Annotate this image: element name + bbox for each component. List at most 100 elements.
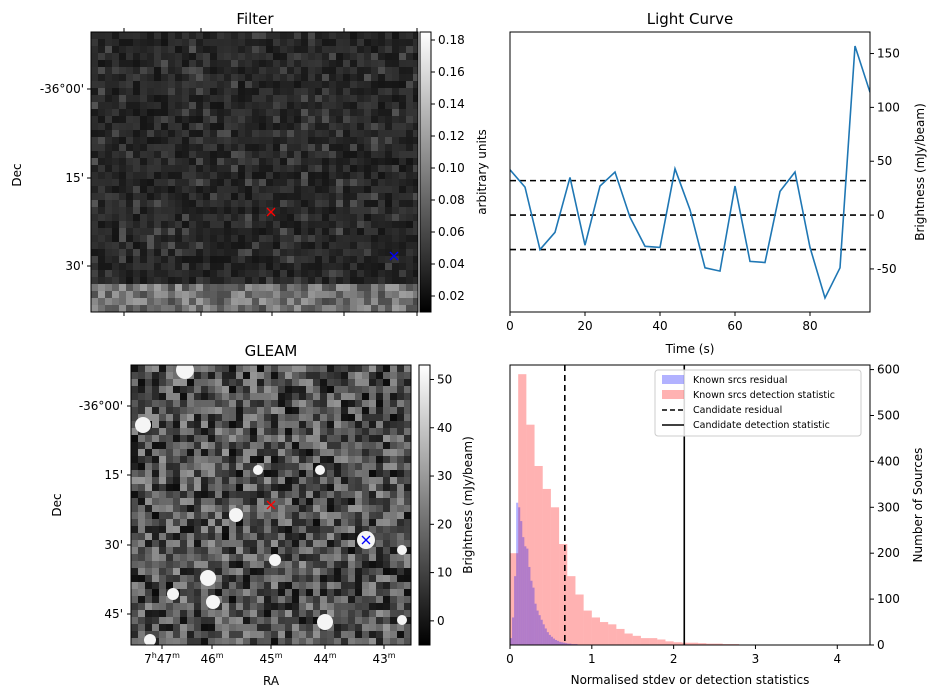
filter-pixel [126,53,134,61]
filter-pixel [392,228,400,236]
filter-pixel [210,116,218,124]
filter-pixel [308,214,316,222]
gleam-pixel [397,442,405,450]
filter-pixel [308,186,316,194]
filter-pixel [266,200,274,208]
gleam-pixel [313,554,321,562]
gleam-xtick-main: 43 [372,652,387,666]
filter-pixel [301,235,309,243]
gleam-pixel [292,603,300,611]
filter-pixel [357,158,365,166]
gleam-pixel [145,610,153,618]
gleam-pixel [376,407,384,415]
gleam-pixel [187,463,195,471]
filter-pixel [161,130,169,138]
filter-pixel [196,130,204,138]
filter-pixel [231,256,239,264]
filter-pixel [133,214,141,222]
gleam-pixel [243,477,251,485]
filter-pixel [399,221,407,229]
gleam-pixel [362,477,370,485]
gleam-pixel [285,505,293,513]
gleam-pixel [180,414,188,422]
gleam-pixel [243,512,251,520]
filter-pixel [168,200,176,208]
gleam-colorbar-label: Brightness (mJy/beam) [461,436,475,574]
gleam-pixel [271,582,279,590]
filter-pixel [378,60,386,68]
histogram-bar-detection [550,507,560,645]
gleam-pixel [320,554,328,562]
gleam-pixel [243,414,251,422]
filter-pixel [182,53,190,61]
gleam-pixel [173,456,181,464]
filter-pixel [105,130,113,138]
filter-pixel [154,95,162,103]
filter-pixel [273,32,281,40]
filter-pixel [168,242,176,250]
gleam-pixel [180,540,188,548]
gleam-pixel [299,554,307,562]
filter-pixel [413,291,418,299]
gleam-pixel [187,428,195,436]
filter-pixel [336,88,344,96]
filter-pixel [119,67,127,75]
gleam-pixel [187,379,195,387]
gleam-pixel [404,582,411,590]
gleam-pixel [278,554,286,562]
filter-pixel [308,116,316,124]
filter-pixel [147,256,155,264]
gleam-pixel [222,631,230,639]
filter-pixel [378,200,386,208]
gleam-pixel [397,456,405,464]
filter-pixel [399,158,407,166]
gleam-pixel [243,379,251,387]
gleam-pixel [173,421,181,429]
filter-pixel [210,284,218,292]
filter-pixel [259,74,267,82]
filter-pixel [245,263,253,271]
gleam-pixel [173,638,181,645]
filter-pixel [175,137,183,145]
filter-pixel [350,158,358,166]
gleam-pixel [243,435,251,443]
gleam-pixel [243,491,251,499]
gleam-pixel [285,596,293,604]
filter-pixel [378,291,386,299]
filter-pixel [217,249,225,257]
filter-pixel [294,74,302,82]
filter-pixel [413,60,418,68]
gleam-pixel [131,442,139,450]
filter-pixel [98,221,106,229]
gleam-pixel [131,386,139,394]
filter-pixel [364,235,372,243]
filter-pixel [357,32,365,40]
gleam-pixel [390,533,398,541]
filter-pixel [350,95,358,103]
filter-pixel [399,277,407,285]
filter-pixel [147,186,155,194]
filter-pixel [413,214,418,222]
filter-pixel [133,130,141,138]
filter-pixel [105,158,113,166]
gleam-pixel [208,491,216,499]
filter-pixel [392,32,400,40]
filter-pixel [406,249,414,257]
filter-pixel [203,200,211,208]
gleam-pixel [327,400,335,408]
filter-pixel [406,263,414,271]
gleam-pixel [299,456,307,464]
gleam-pixel [194,428,202,436]
gleam-pixel [404,589,411,597]
gleam-pixel [355,568,363,576]
gleam-pixel [341,519,349,527]
gleam-pixel [243,638,251,645]
filter-pixel [273,305,281,312]
gleam-pixel [229,477,237,485]
filter-pixel [315,151,323,159]
gleam-pixel [201,400,209,408]
filter-pixel [140,277,148,285]
gleam-pixel [264,365,272,373]
filter-pixel [147,263,155,271]
filter-pixel [224,186,232,194]
